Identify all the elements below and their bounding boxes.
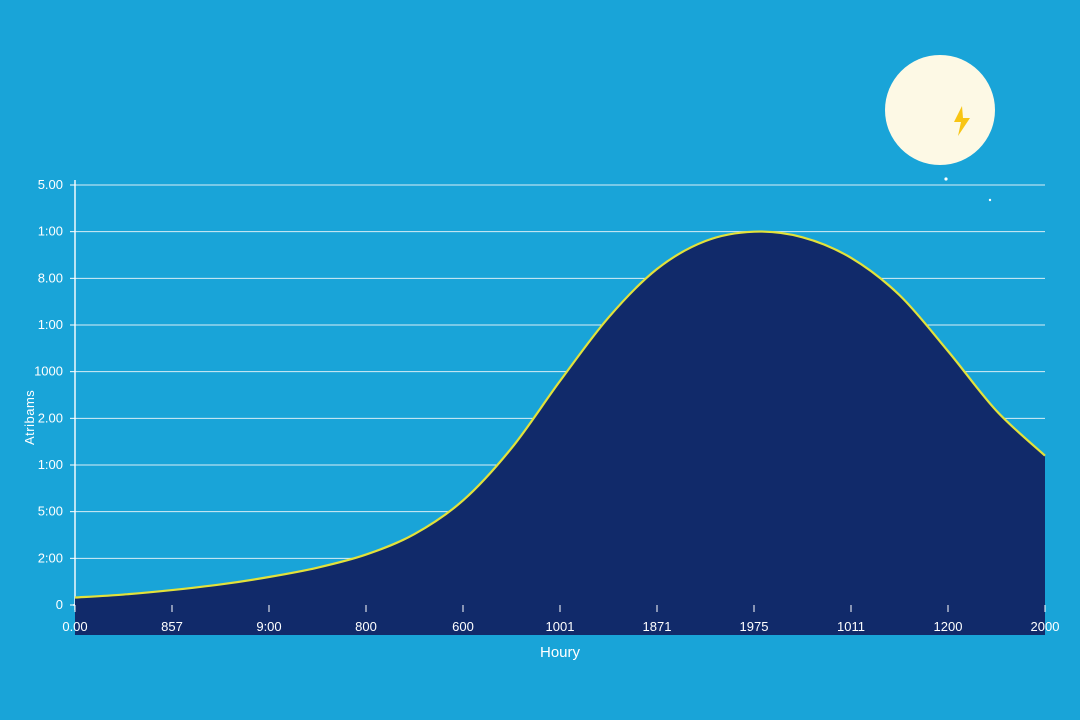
- chart-stage: 5.00 1:00 8.00 1:00 1000 2.00 1:00 5:00 2:00 0 0.0…: [0, 0, 1080, 720]
- y-tick-label: 5:00: [38, 504, 63, 519]
- x-tick-label: 9:00: [256, 619, 281, 634]
- y-tick-label: 0: [56, 597, 63, 612]
- y-tick-label: 2:00: [38, 550, 63, 565]
- x-tick-label: 1200: [934, 619, 963, 634]
- y-tick-label: 1000: [34, 364, 63, 379]
- y-tick-label: 8.00: [38, 270, 63, 285]
- x-tick-label: 600: [452, 619, 474, 634]
- x-tick-label: 800: [355, 619, 377, 634]
- sun-icon: [885, 55, 995, 165]
- x-tick-label: 857: [161, 619, 183, 634]
- x-tick-label: 1975: [740, 619, 769, 634]
- x-tick-label: 1871: [643, 619, 672, 634]
- x-axis-title: Houry: [540, 644, 581, 661]
- dot-icon: [944, 177, 947, 180]
- y-tick-label: 1:00: [38, 457, 63, 472]
- y-tick-label: 1:00: [38, 224, 63, 239]
- y-tick-label: 5.00: [38, 177, 63, 192]
- dot-icon: [989, 199, 991, 201]
- y-axis-title: Atribams: [22, 390, 37, 445]
- x-tick-label: 2000: [1031, 619, 1060, 634]
- y-tick-label: 2.00: [38, 410, 63, 425]
- x-tick-label: 1001: [546, 619, 575, 634]
- y-tick-label: 1:00: [38, 317, 63, 332]
- chart-svg: 5.00 1:00 8.00 1:00 1000 2.00 1:00 5:00 2:00 0 0.0…: [0, 0, 1080, 720]
- x-tick-label: 0.00: [62, 619, 87, 634]
- x-tick-label: 1011: [837, 619, 865, 634]
